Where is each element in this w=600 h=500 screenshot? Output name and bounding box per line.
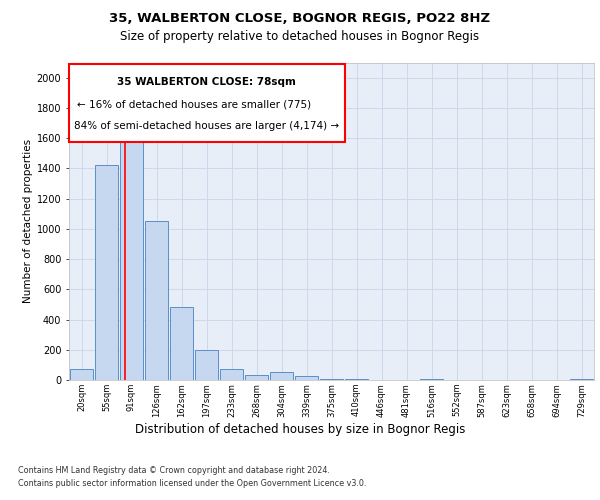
Bar — [170, 308, 193, 380]
Bar — [120, 135, 143, 380]
Text: 84% of semi-detached houses are larger (4,174) →: 84% of semi-detached houses are larger (… — [74, 121, 340, 131]
Text: Contains HM Land Registry data © Crown copyright and database right 2024.: Contains HM Land Registry data © Crown c… — [18, 466, 330, 475]
Text: Size of property relative to detached houses in Bognor Regis: Size of property relative to detached ho… — [121, 30, 479, 43]
Bar — [345, 379, 368, 380]
Bar — [420, 379, 443, 380]
Bar — [570, 379, 593, 380]
Y-axis label: Number of detached properties: Number of detached properties — [23, 139, 32, 304]
Bar — [270, 372, 293, 380]
Bar — [295, 376, 318, 380]
Text: 35 WALBERTON CLOSE: 78sqm: 35 WALBERTON CLOSE: 78sqm — [118, 77, 296, 87]
Bar — [320, 379, 343, 380]
Bar — [195, 350, 218, 380]
Text: Contains public sector information licensed under the Open Government Licence v3: Contains public sector information licen… — [18, 479, 367, 488]
Bar — [145, 221, 168, 380]
FancyBboxPatch shape — [69, 64, 344, 142]
Bar — [220, 368, 243, 380]
Bar — [245, 376, 268, 380]
Bar — [70, 368, 93, 380]
Text: Distribution of detached houses by size in Bognor Regis: Distribution of detached houses by size … — [135, 422, 465, 436]
Text: 35, WALBERTON CLOSE, BOGNOR REGIS, PO22 8HZ: 35, WALBERTON CLOSE, BOGNOR REGIS, PO22 … — [109, 12, 491, 26]
Text: ← 16% of detached houses are smaller (775): ← 16% of detached houses are smaller (77… — [77, 99, 311, 109]
Bar — [95, 166, 118, 380]
